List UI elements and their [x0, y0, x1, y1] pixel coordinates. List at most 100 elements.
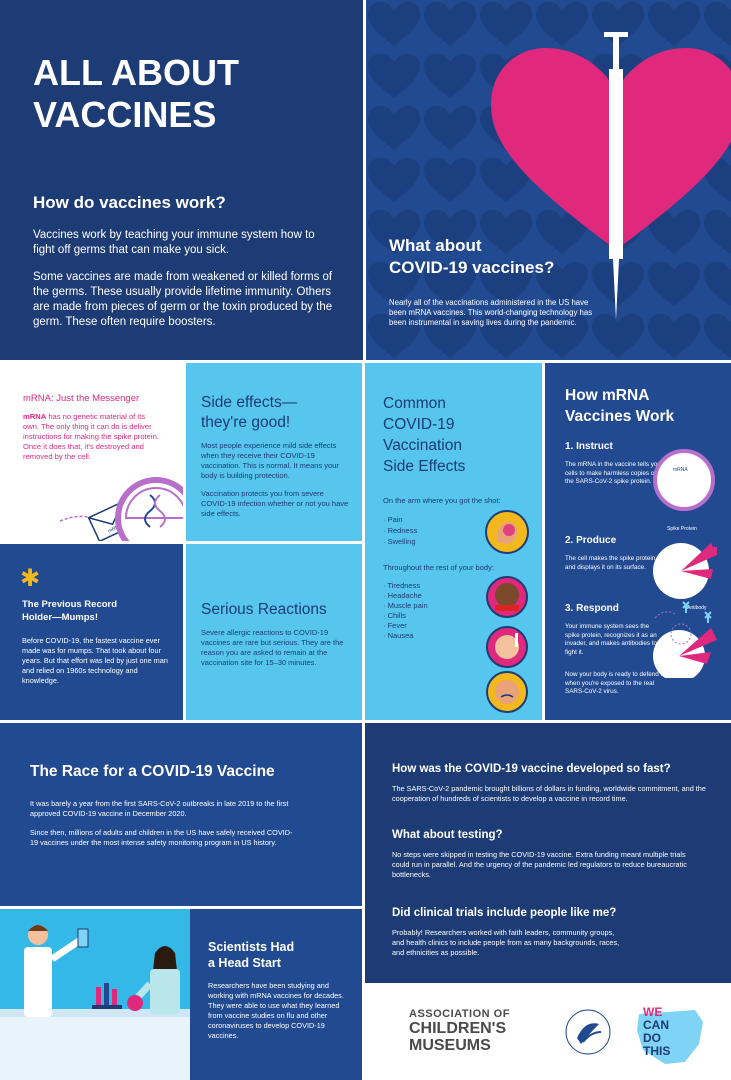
record-heading-line-2: Holder—Mumps!	[22, 611, 98, 623]
list-item: Redness	[383, 525, 418, 536]
list-item: Muscle pain	[383, 601, 428, 611]
mrna-messenger-panel: mRNA: Just the Messenger mRNA has no gen…	[0, 363, 183, 541]
acm-logo: ASSOCIATION OF CHILDREN'S MUSEUMS	[409, 1008, 510, 1054]
step-respond-title: 3. Respond	[565, 603, 619, 614]
spike-protein-label: Spike Protein	[667, 526, 697, 532]
envelope-label: mRNA	[107, 522, 123, 534]
faq-answer-3: Probably! Researchers worked with faith …	[392, 928, 620, 957]
mrna-body-text: has no genetic material of its own. The …	[23, 412, 159, 461]
acm-logo-line-3: MUSEUMS	[409, 1037, 491, 1054]
common-side-effects-panel: Common COVID-19 Vaccination Side Effects…	[365, 363, 542, 720]
mrna-closing-text: Now your body is ready to defend itself …	[565, 671, 674, 695]
mrna-bold-term: mRNA	[23, 412, 47, 421]
how-mrna-works-panel: How mRNA Vaccines Work 1. Instruct The m…	[545, 363, 731, 720]
race-panel: The Race for a COVID-19 Vaccine It was b…	[0, 723, 362, 906]
side-effects-good-panel: Side effects— they're good! Most people …	[186, 363, 362, 541]
mrna-label: mRNA	[673, 467, 688, 473]
scientists-heading-line-2: a Head Start	[208, 956, 281, 970]
mrna-messenger-body: mRNA has no genetic material of its own.…	[23, 412, 163, 462]
step-instruct-title: 1. Instruct	[565, 441, 613, 452]
serious-reactions-heading: Serious Reactions	[201, 601, 327, 618]
common-heading-line-4: Side Effects	[383, 458, 466, 475]
side-effects-heading-line-2: they're good!	[201, 414, 291, 431]
previous-record-body: Before COVID-19, the fastest vaccine eve…	[22, 636, 168, 685]
list-item: Chills	[383, 611, 428, 621]
record-heading-line-1: The Previous Record	[22, 599, 118, 610]
list-item: Tiredness	[383, 581, 428, 591]
list-item: Swelling	[383, 536, 417, 547]
side-effects-heading: Side effects— they're good!	[201, 393, 297, 433]
race-heading: The Race for a COVID-19 Vaccine	[30, 763, 275, 780]
wcdt-line-4: THIS	[643, 1044, 671, 1058]
antibody-label: Antibody	[687, 605, 707, 611]
envelope-cell-icon: mRNA	[59, 477, 183, 541]
list-item: Pain	[383, 514, 417, 525]
scientists-icon	[0, 925, 190, 1080]
list-item: Nausea	[383, 631, 428, 641]
scientists-heading: Scientists Had a Head Start	[208, 939, 294, 971]
faq-answer-1: The SARS-CoV-2 pandemic brought billions…	[392, 784, 706, 803]
step-instruct-body: The mRNA in the vaccine tells your cells…	[565, 461, 663, 485]
acm-logo-line-1: ASSOCIATION OF	[409, 1008, 510, 1020]
common-heading-line-3: Vaccination	[383, 437, 462, 454]
side-effects-paragraph-2: Vaccination protects you from severe COV…	[201, 489, 349, 518]
how-mrna-heading-line-1: How mRNA	[565, 387, 650, 404]
arm-effects-label: On the arm where you got the shot:	[383, 496, 501, 505]
scientists-heading-line-1: Scientists Had	[208, 940, 295, 954]
hhs-seal-icon	[565, 1009, 611, 1055]
serious-reactions-body: Severe allergic reactions to COVID-19 va…	[201, 628, 344, 667]
common-heading-line-2: COVID-19	[383, 416, 455, 433]
common-side-effects-heading: Common COVID-19 Vaccination Side Effects	[383, 393, 465, 477]
cell-produce-icon	[653, 543, 717, 599]
asterisk-icon: ✱	[20, 564, 41, 592]
logos-panel: ASSOCIATION OF CHILDREN'S MUSEUMS WE CAN…	[365, 986, 731, 1080]
intro-paragraph-1: Vaccines work by teaching your immune sy…	[33, 229, 315, 256]
step-produce-title: 2. Produce	[565, 535, 617, 546]
scientists-panel: Scientists Had a Head Start Researchers …	[0, 909, 362, 1080]
faq-panel: How was the COVID-19 vaccine developed s…	[365, 723, 731, 983]
us-map-icon	[637, 1010, 703, 1064]
race-paragraph-1: It was barely a year from the first SARS…	[30, 799, 289, 818]
wcdt-line-3: DO	[643, 1031, 661, 1045]
lab-illustration	[0, 909, 190, 1080]
body-effects-label: Throughout the rest of your body:	[383, 563, 494, 572]
step-respond-body: Your immune system sees the spike protei…	[565, 623, 658, 656]
scientists-body: Researchers have been studying and worki…	[208, 981, 344, 1040]
cell-respond-icon	[653, 601, 717, 678]
covid-vaccines-body: Nearly all of the vaccinations administe…	[389, 298, 593, 327]
sore-arm-icon	[485, 510, 529, 554]
previous-record-heading: The Previous Record Holder—Mumps!	[22, 599, 117, 624]
cell-instruct-icon	[653, 449, 715, 511]
previous-record-panel: ✱ The Previous Record Holder—Mumps! Befo…	[0, 544, 183, 720]
how-mrna-heading-line-2: Vaccines Work	[565, 408, 675, 425]
fever-face-icon	[486, 626, 528, 668]
covid-heading-line-1: What about	[389, 236, 482, 255]
covid-vaccines-panel: What about COVID-19 vaccines? Nearly all…	[366, 0, 731, 360]
side-effects-heading-line-1: Side effects—	[201, 394, 298, 411]
common-heading-line-1: Common	[383, 395, 446, 412]
covid-vaccines-heading: What about COVID-19 vaccines?	[389, 235, 554, 279]
acm-logo-line-2: CHILDREN'S	[409, 1020, 507, 1037]
body-effects-list: Tiredness Headache Muscle pain Chills Fe…	[383, 581, 428, 641]
faq-answer-2: No steps were skipped in testing the COV…	[392, 850, 687, 879]
title-line-2: VACCINES	[33, 94, 217, 135]
intro-paragraph-2: Some vaccines are made from weakened or …	[33, 271, 333, 328]
we-can-do-this-logo: WE CAN DO THIS	[635, 1000, 705, 1070]
title-line-1: ALL ABOUT	[33, 52, 239, 93]
page-title: ALL ABOUT VACCINES	[33, 52, 239, 136]
how-mrna-works-heading: How mRNA Vaccines Work	[565, 385, 674, 427]
intro-panel: ALL ABOUT VACCINES How do vaccines work?…	[0, 0, 363, 360]
side-effects-paragraph-1: Most people experience mild side effects…	[201, 441, 339, 480]
nausea-face-icon	[486, 671, 528, 713]
mrna-messenger-heading: mRNA: Just the Messenger	[23, 393, 140, 404]
faq-question-3: Did clinical trials include people like …	[392, 907, 617, 919]
list-item: Headache	[383, 591, 428, 601]
faq-question-1: How was the COVID-19 vaccine developed s…	[392, 763, 671, 775]
chills-face-icon	[486, 576, 528, 618]
serious-reactions-panel: Serious Reactions Severe allergic reacti…	[186, 544, 362, 720]
race-paragraph-2: Since then, millions of adults and child…	[30, 828, 293, 847]
heart-syringe-icon	[491, 32, 731, 320]
arm-effects-list: Pain Redness Swelling	[383, 514, 418, 547]
how-vaccines-work-heading: How do vaccines work?	[33, 193, 226, 212]
covid-heading-line-2: COVID-19 vaccines?	[389, 258, 555, 277]
